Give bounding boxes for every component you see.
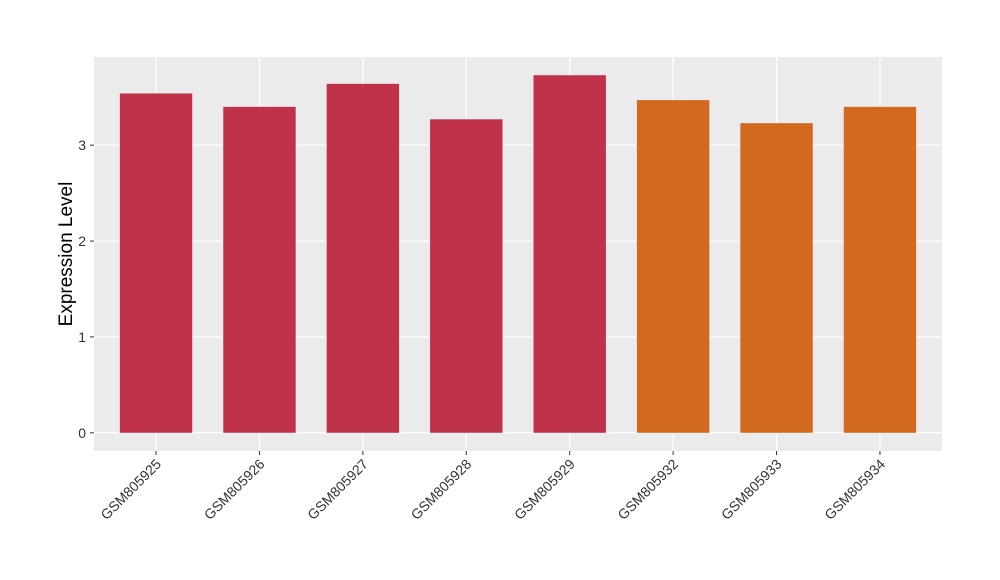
- bar: [430, 119, 503, 433]
- x-tick-label: GSM805927: [304, 456, 371, 523]
- panel: [94, 57, 942, 451]
- bar: [843, 106, 917, 433]
- bar: [326, 83, 400, 433]
- bar: [119, 93, 193, 433]
- x-tick-label: GSM805929: [511, 456, 578, 523]
- y-tick-label: 2: [78, 233, 86, 249]
- y-tick-label: 1: [78, 329, 86, 345]
- bar: [223, 106, 296, 433]
- y-tick-label: 3: [78, 137, 86, 153]
- x-tick-label: GSM805928: [408, 456, 475, 523]
- bar: [740, 123, 813, 433]
- x-tick-label: GSM805933: [718, 456, 785, 523]
- bar: [533, 75, 606, 433]
- y-tick-label: 0: [78, 425, 86, 441]
- x-tick-label: GSM805934: [821, 456, 888, 523]
- bar: [636, 100, 710, 433]
- x-tick-label: GSM805925: [97, 456, 164, 523]
- x-tick-label: GSM805926: [201, 456, 268, 523]
- y-axis-title: Expression Level: [56, 182, 77, 327]
- x-tick-label: GSM805932: [614, 456, 681, 523]
